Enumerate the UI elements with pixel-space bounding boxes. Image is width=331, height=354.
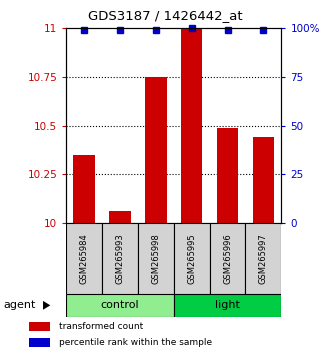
Text: GSM265998: GSM265998 [151, 233, 160, 284]
Bar [174, 223, 210, 294]
Bar [145, 77, 166, 223]
Text: percentile rank within the sample: percentile rank within the sample [59, 338, 212, 347]
Text: transformed count: transformed count [59, 322, 143, 331]
Bar [29, 338, 50, 347]
Bar [253, 137, 274, 223]
Bar [174, 294, 281, 317]
Text: GSM265984: GSM265984 [80, 233, 89, 284]
Bar [109, 211, 131, 223]
Text: GSM265996: GSM265996 [223, 233, 232, 284]
Bar [102, 223, 138, 294]
Text: agent: agent [3, 300, 36, 310]
Text: control: control [101, 300, 139, 310]
Bar [210, 223, 246, 294]
Text: GSM265995: GSM265995 [187, 233, 196, 284]
Text: GDS3187 / 1426442_at: GDS3187 / 1426442_at [88, 9, 243, 22]
Bar [66, 223, 102, 294]
Text: GSM265993: GSM265993 [116, 233, 124, 284]
Bar [66, 294, 174, 317]
Text: GSM265997: GSM265997 [259, 233, 268, 284]
Text: light: light [215, 300, 240, 310]
Bar [246, 223, 281, 294]
Bar [73, 155, 95, 223]
Bar [181, 28, 203, 223]
Bar [138, 223, 174, 294]
Bar [29, 322, 50, 331]
Polygon shape [43, 301, 50, 310]
Bar [217, 127, 238, 223]
